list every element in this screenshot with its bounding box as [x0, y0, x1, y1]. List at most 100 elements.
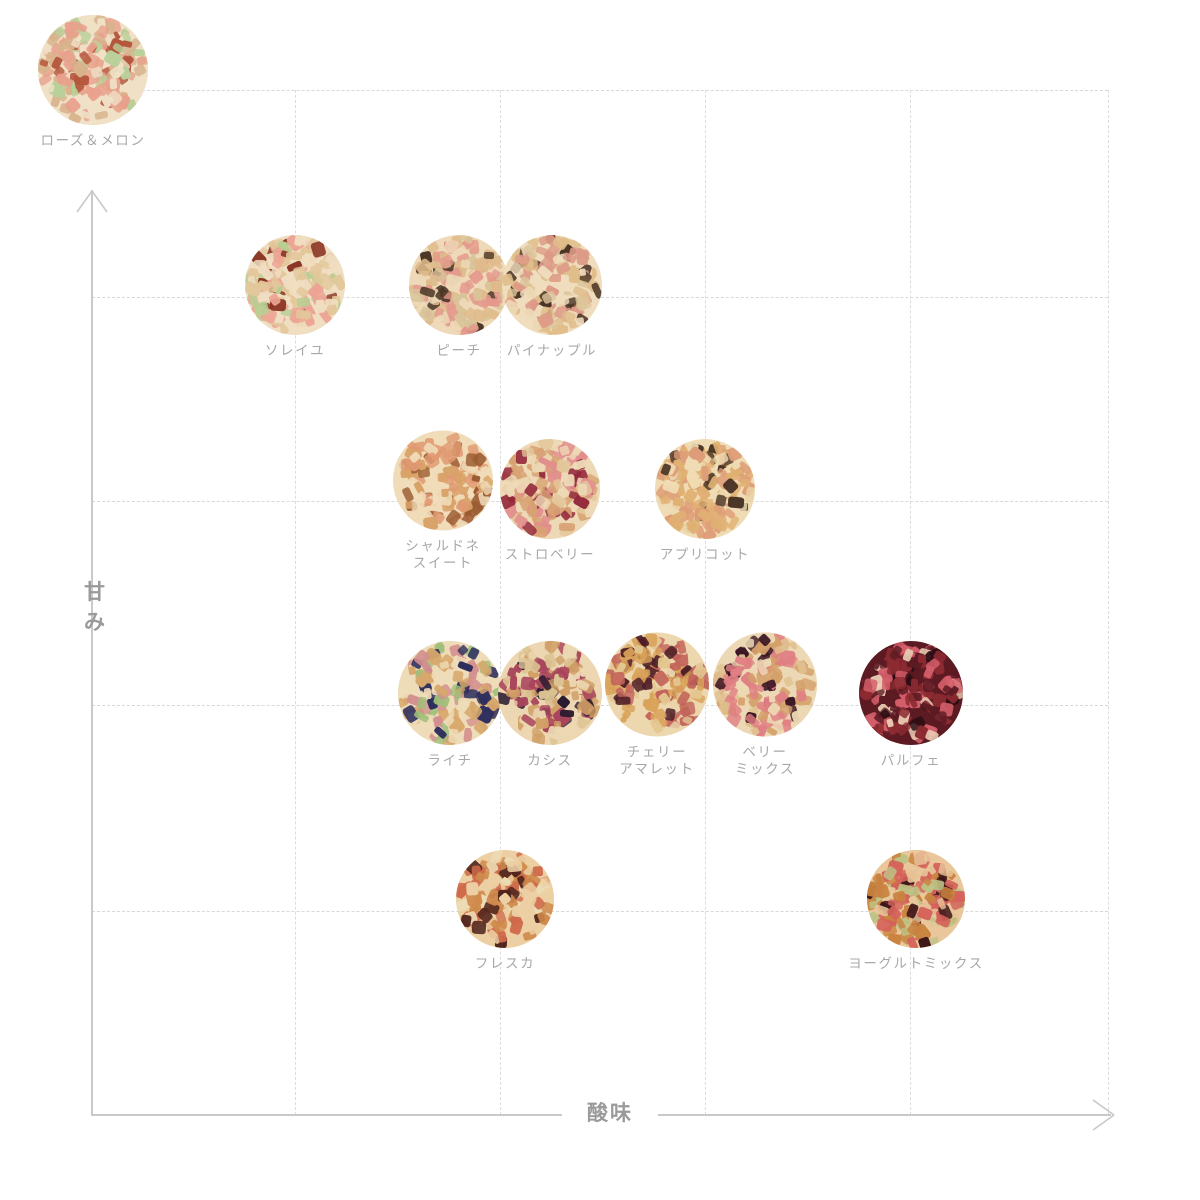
gridline-y-5	[92, 90, 1108, 91]
gridline-x-1	[295, 90, 296, 1115]
blend-swatch-image	[456, 850, 554, 948]
blend-swatch-image	[398, 641, 502, 745]
gridline-x-3	[705, 90, 706, 1115]
blend-fragment	[878, 696, 888, 705]
blend-fragment	[506, 937, 518, 948]
blend-fragment	[924, 853, 932, 862]
blend-fragment	[744, 486, 755, 503]
blend-fragment	[447, 728, 460, 744]
data-point-label: ライチ	[427, 753, 473, 768]
blend-fragment	[451, 670, 464, 683]
blend-fragment	[576, 250, 589, 265]
blend-swatch-image	[498, 641, 602, 745]
blend-fragment	[296, 297, 311, 308]
blend-fragment	[876, 918, 893, 933]
data-point-label: チェリー アマレット	[619, 744, 695, 777]
blend-fragment	[737, 697, 746, 706]
blend-fragment	[65, 87, 73, 96]
blend-fragment	[740, 637, 755, 648]
data-point[interactable]: パイナップル	[477, 235, 627, 359]
data-point[interactable]: フレスカ	[430, 850, 580, 972]
data-point[interactable]: ストロベリー	[475, 439, 625, 563]
x-axis-arrow-icon	[1084, 1099, 1116, 1131]
blend-fragment	[422, 516, 439, 531]
blend-fragment	[466, 881, 479, 896]
blend-fragment	[577, 483, 588, 495]
blend-fragment	[881, 678, 891, 691]
blend-fragment	[562, 644, 578, 659]
blend-fragment	[401, 676, 412, 690]
gridline-x-5	[1108, 90, 1109, 1115]
blend-fragment	[532, 865, 544, 876]
blend-fragment	[579, 268, 587, 276]
data-point-label: シャルドネ スイート	[405, 538, 481, 571]
data-point[interactable]: カシス	[475, 641, 625, 769]
data-point[interactable]: チェリー アマレット	[582, 632, 732, 778]
gridline-y-3	[92, 501, 1108, 502]
y-axis-line	[91, 190, 93, 1116]
blend-fragment	[273, 248, 281, 263]
blend-fragment	[446, 326, 462, 335]
blend-fragment	[583, 508, 593, 518]
data-point[interactable]: シャルドネ スイート	[368, 430, 518, 572]
blend-fragment	[639, 690, 650, 700]
blend-swatch-image	[38, 15, 148, 125]
blend-fragment	[497, 930, 508, 944]
gridline-x-2	[500, 90, 501, 1115]
blend-fragment	[460, 259, 471, 269]
blend-fragment	[559, 709, 575, 718]
blend-fragment	[727, 496, 745, 510]
data-point-label: フレスカ	[474, 956, 536, 971]
data-point[interactable]: ヨーグルトミックス	[841, 850, 991, 972]
blend-fragment	[769, 693, 776, 703]
blend-swatch-image	[502, 235, 602, 335]
blend-fragment	[609, 671, 626, 686]
blend-fragment	[893, 676, 906, 689]
data-point[interactable]: ライチ	[375, 641, 525, 769]
blend-swatch-image	[409, 235, 509, 335]
blend-fragment	[315, 299, 326, 314]
blend-fragment	[405, 500, 413, 510]
data-point-label: ソレイユ	[264, 343, 326, 358]
data-point[interactable]: ローズ＆メロン	[18, 15, 168, 149]
data-point-label: アプリコット	[659, 547, 751, 562]
y-axis-arrow-icon	[76, 190, 108, 220]
blend-fragment	[95, 110, 109, 120]
data-point-label: ヨーグルトミックス	[848, 956, 984, 971]
blend-fragment	[575, 317, 585, 327]
blend-fragment	[922, 678, 934, 692]
blend-fragment	[325, 304, 338, 317]
blend-swatch-image	[655, 439, 755, 539]
blend-fragment	[399, 468, 412, 479]
blend-fragment	[512, 905, 528, 918]
blend-swatch-image	[605, 632, 709, 737]
data-point-label: ローズ＆メロン	[40, 133, 146, 148]
y-axis-label: 甘み	[84, 581, 106, 634]
data-point[interactable]: ベリー ミックス	[690, 632, 840, 778]
blend-fragment	[506, 859, 523, 873]
blend-fragment	[615, 696, 631, 706]
blend-fragment	[700, 465, 709, 482]
data-point[interactable]: ピーチ	[384, 235, 534, 359]
blend-swatch-image	[867, 850, 965, 948]
blend-fragment	[559, 522, 576, 531]
blend-fragment	[441, 488, 449, 498]
blend-fragment	[509, 676, 518, 691]
blend-fragment	[672, 497, 685, 507]
blend-fragment	[285, 251, 302, 261]
blend-fragment	[520, 675, 535, 691]
data-point-label: カシス	[527, 753, 573, 768]
data-point[interactable]: パルフェ	[836, 641, 986, 769]
data-point[interactable]: アプリコット	[630, 439, 780, 563]
blend-fragment	[563, 473, 575, 487]
blend-fragment	[528, 259, 538, 270]
blend-fragment	[867, 880, 885, 898]
blend-fragment	[540, 514, 551, 524]
blend-fragment	[672, 677, 681, 687]
blend-fragment	[428, 274, 438, 287]
blend-fragment	[57, 72, 67, 84]
gridline-y-1	[92, 911, 1108, 912]
blend-swatch-image	[500, 439, 600, 539]
data-point[interactable]: ソレイユ	[220, 235, 370, 359]
